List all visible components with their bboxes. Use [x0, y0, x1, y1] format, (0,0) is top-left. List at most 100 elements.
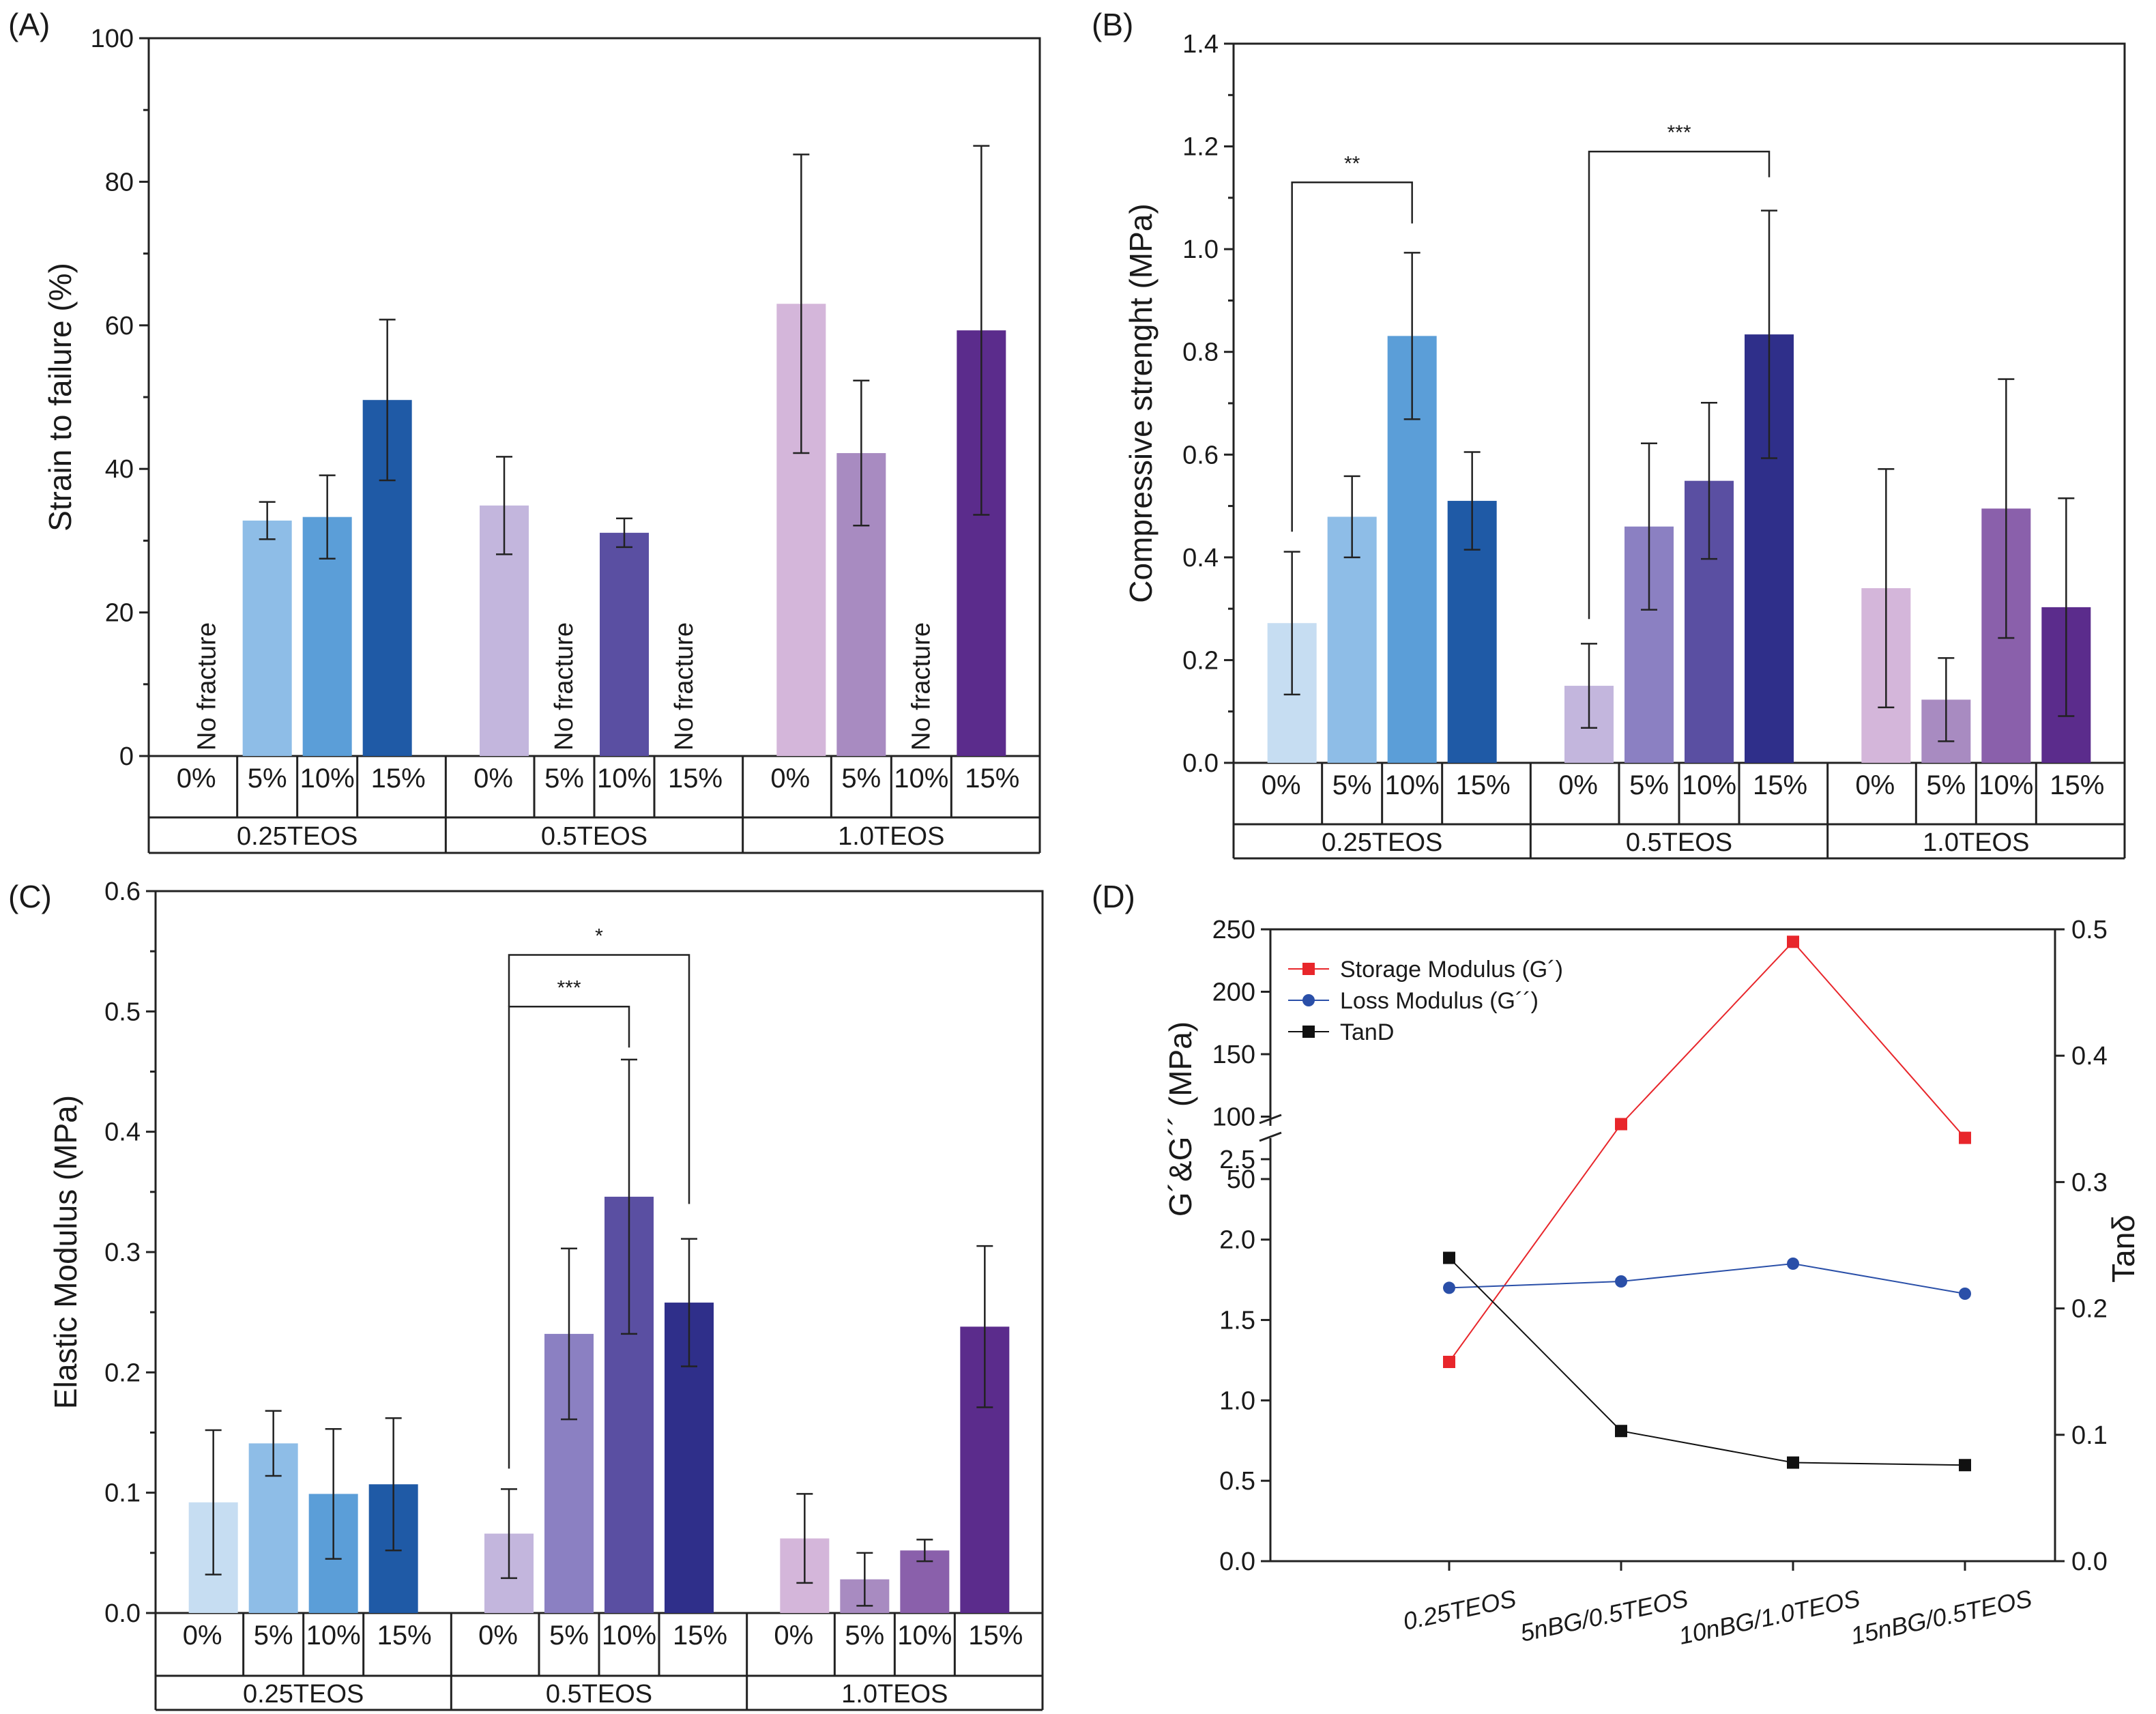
y-axis-label: Elastic Modulus (MPa) — [48, 1095, 83, 1409]
y-axis-label: Strain to failure (%) — [42, 263, 78, 532]
y-tick-label: 0 — [119, 742, 134, 771]
category-label: 5% — [254, 1621, 293, 1651]
loss-point — [1615, 1275, 1627, 1288]
category-label: 0% — [177, 764, 216, 794]
category-label: 10% — [1682, 770, 1736, 800]
category-label: 15% — [965, 764, 1019, 794]
y-tick-label: 50 — [1227, 1165, 1255, 1194]
panel-label: (B) — [1092, 7, 1133, 42]
y-right-tick-label: 0.2 — [2071, 1295, 2108, 1324]
tand-point — [1443, 1251, 1455, 1264]
category-label: 10% — [894, 764, 948, 794]
category-label: 10% — [897, 1621, 952, 1651]
y-right-tick-label: 0.3 — [2071, 1168, 2108, 1197]
significance-label: * — [595, 925, 603, 947]
significance-bracket — [508, 954, 690, 1204]
y-tick-label: 0.3 — [104, 1238, 141, 1267]
y-tick-label: 0.0 — [1219, 1548, 1255, 1576]
category-label: 15% — [371, 764, 426, 794]
y-tick-label: 0.5 — [1219, 1467, 1255, 1496]
category-label: 10% — [1979, 770, 2033, 800]
category-label: 10% — [602, 1621, 656, 1651]
bar — [600, 532, 649, 756]
panel-label: (C) — [8, 879, 52, 914]
series-line-storage — [1448, 940, 1966, 1363]
y-tick-label: 1.4 — [1182, 30, 1219, 59]
y-tick-label: 100 — [1212, 1103, 1255, 1132]
y-tick-label: 0.6 — [1182, 441, 1219, 469]
category-label: 0% — [770, 764, 810, 794]
y-tick-label: 1.0 — [1219, 1386, 1255, 1415]
panel-b: (B) 0.0 0.2 0.4 0.6 0.8 1.0 1.2 1.4 Compressive s… — [1092, 7, 2126, 860]
category-label: 5% — [841, 764, 881, 794]
y-tick-label: 0.8 — [1182, 338, 1219, 367]
group-label: 0.5TEOS — [1626, 828, 1732, 857]
y-tick-label: 1.0 — [1182, 235, 1219, 264]
y-tick-label: 1.2 — [1182, 133, 1219, 162]
group-label: 0.5TEOS — [546, 1680, 652, 1709]
y-axis-label: G´&G´´ (MPa) — [1163, 1021, 1198, 1217]
y-tick-label: 0.4 — [1182, 544, 1219, 572]
loss-point — [1787, 1258, 1799, 1270]
storage-point — [1443, 1356, 1455, 1368]
category-label: 10% — [306, 1621, 361, 1651]
category-label: 5% — [248, 764, 287, 794]
category-label: 0% — [478, 1621, 518, 1651]
category-label: 0% — [1558, 770, 1598, 800]
y-tick-label: 2.5 — [1219, 1146, 1255, 1174]
significance-bracket — [1588, 150, 1771, 620]
category-label: 15% — [968, 1621, 1023, 1651]
x-category-label: 5nBG/0.5TEOS — [1517, 1584, 1690, 1647]
group-label: 0.5TEOS — [541, 822, 647, 851]
y-tick-label: 250 — [1212, 916, 1255, 944]
x-category-label: 10nBG/1.0TEOS — [1676, 1584, 1863, 1650]
y-tick-label: 0.2 — [104, 1359, 141, 1387]
panel-label: (A) — [8, 7, 50, 42]
series-line-loss — [1448, 1262, 1966, 1294]
y-tick-label: 200 — [1212, 978, 1255, 1007]
significance-label: *** — [557, 976, 581, 999]
loss-point — [1959, 1288, 1971, 1300]
group-label: 0.25TEOS — [237, 822, 358, 851]
category-label: 5% — [845, 1621, 884, 1651]
y-tick-label: 2.0 — [1219, 1226, 1255, 1255]
group-label: 1.0TEOS — [841, 1680, 948, 1709]
category-label: 0% — [474, 764, 513, 794]
storage-point — [1615, 1118, 1627, 1131]
category-label: 15% — [2050, 770, 2104, 800]
series-line-tand — [1448, 1257, 1966, 1466]
category-label: 0% — [1855, 770, 1895, 800]
y-tick-label: 40 — [105, 455, 134, 484]
y-tick-label: 1.5 — [1219, 1307, 1255, 1335]
tand-point — [1959, 1459, 1971, 1472]
panel-a: (A) 0 20 40 60 80 100 Strain to failure (%) 0.25… — [8, 7, 1041, 854]
loss-point — [1443, 1281, 1455, 1294]
legend-label: TanD — [1340, 1019, 1394, 1045]
y-right-tick-label: 0.0 — [2071, 1548, 2108, 1576]
category-label: 15% — [1753, 770, 1807, 800]
y-tick-label: 20 — [105, 599, 134, 628]
category-label: 5% — [544, 764, 584, 794]
no-fracture-label: No fracture — [193, 622, 222, 751]
y-tick-label: 80 — [105, 168, 134, 197]
category-label: 10% — [300, 764, 355, 794]
legend-marker — [1302, 994, 1315, 1006]
category-label: 15% — [1456, 770, 1511, 800]
y-tick-label: 0.4 — [104, 1118, 141, 1147]
category-label: 5% — [549, 1621, 589, 1651]
storage-point — [1959, 1131, 1971, 1144]
legend-label: Storage Modulus (G´) — [1340, 957, 1563, 983]
category-label: 15% — [377, 1621, 432, 1651]
panel-c: (C) 0.0 0.1 0.2 0.3 0.4 0.5 0.6 Elastic Modulus … — [8, 877, 1044, 1711]
y-tick-label: 0.0 — [1182, 749, 1219, 778]
y-tick-label: 150 — [1212, 1041, 1255, 1069]
panel-d: (D) 50 100 150 200 250 0.0 0.5 1.0 1.5 2.0 2.5 0.0 0.… — [1092, 879, 2141, 1650]
x-category-label: 15nBG/0.5TEOS — [1848, 1584, 2035, 1650]
category-label: 0% — [774, 1621, 813, 1651]
y-tick-label: 60 — [105, 312, 134, 340]
y-tick-label: 0.2 — [1182, 646, 1219, 675]
category-label: 15% — [668, 764, 723, 794]
panel-label: (D) — [1092, 879, 1135, 914]
y-tick-label: 100 — [91, 25, 134, 53]
